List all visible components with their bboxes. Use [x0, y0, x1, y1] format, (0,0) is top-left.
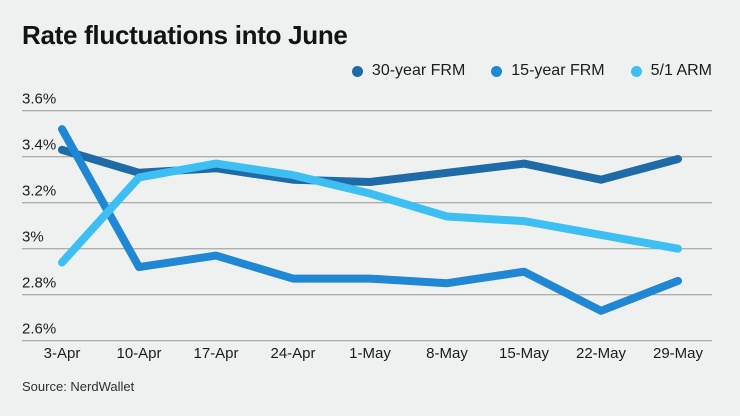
x-tick-label: 29-May	[653, 345, 704, 362]
y-tick-label: 3.2%	[22, 183, 56, 200]
legend-item-label: 30-year FRM	[371, 62, 466, 79]
x-tick-label: 15-May	[499, 345, 550, 362]
x-tick-label: 22-May	[576, 345, 627, 362]
legend-dot-icon	[491, 65, 503, 77]
y-tick-label: 3.4%	[22, 137, 56, 154]
legend-item-label: 5/1 ARM	[650, 62, 712, 79]
y-tick-label: 2.8%	[22, 275, 56, 292]
legend-item-label: 15-year FRM	[511, 62, 605, 79]
chart-title: Rate fluctuations into June	[22, 20, 348, 50]
x-tick-label: 24-Apr	[270, 345, 315, 362]
legend-dot-icon	[630, 65, 642, 77]
legend-item-5-1-arm: 5/1 ARM	[630, 62, 712, 80]
legend-item-30-year-frm: 30-year FRM	[351, 62, 466, 80]
x-tick-label: 3-Apr	[44, 345, 81, 362]
legend: 30-year FRM 15-year FRM 5/1 ARM	[351, 62, 712, 80]
source-note: Source: NerdWallet	[22, 379, 135, 394]
legend-dot-icon	[351, 65, 363, 77]
series-line-15-year-frm	[58, 125, 682, 315]
x-tick-label: 1-May	[349, 345, 391, 362]
x-tick-label: 10-Apr	[116, 345, 161, 362]
y-tick-label: 3.6%	[22, 91, 56, 108]
x-tick-label: 17-Apr	[193, 345, 238, 362]
y-tick-label: 3%	[22, 229, 44, 246]
legend-item-15-year-frm: 15-year FRM	[491, 62, 605, 80]
series-line-5-1-arm	[58, 159, 682, 267]
y-tick-label: 2.6%	[22, 321, 56, 338]
x-tick-label: 8-May	[426, 345, 468, 362]
